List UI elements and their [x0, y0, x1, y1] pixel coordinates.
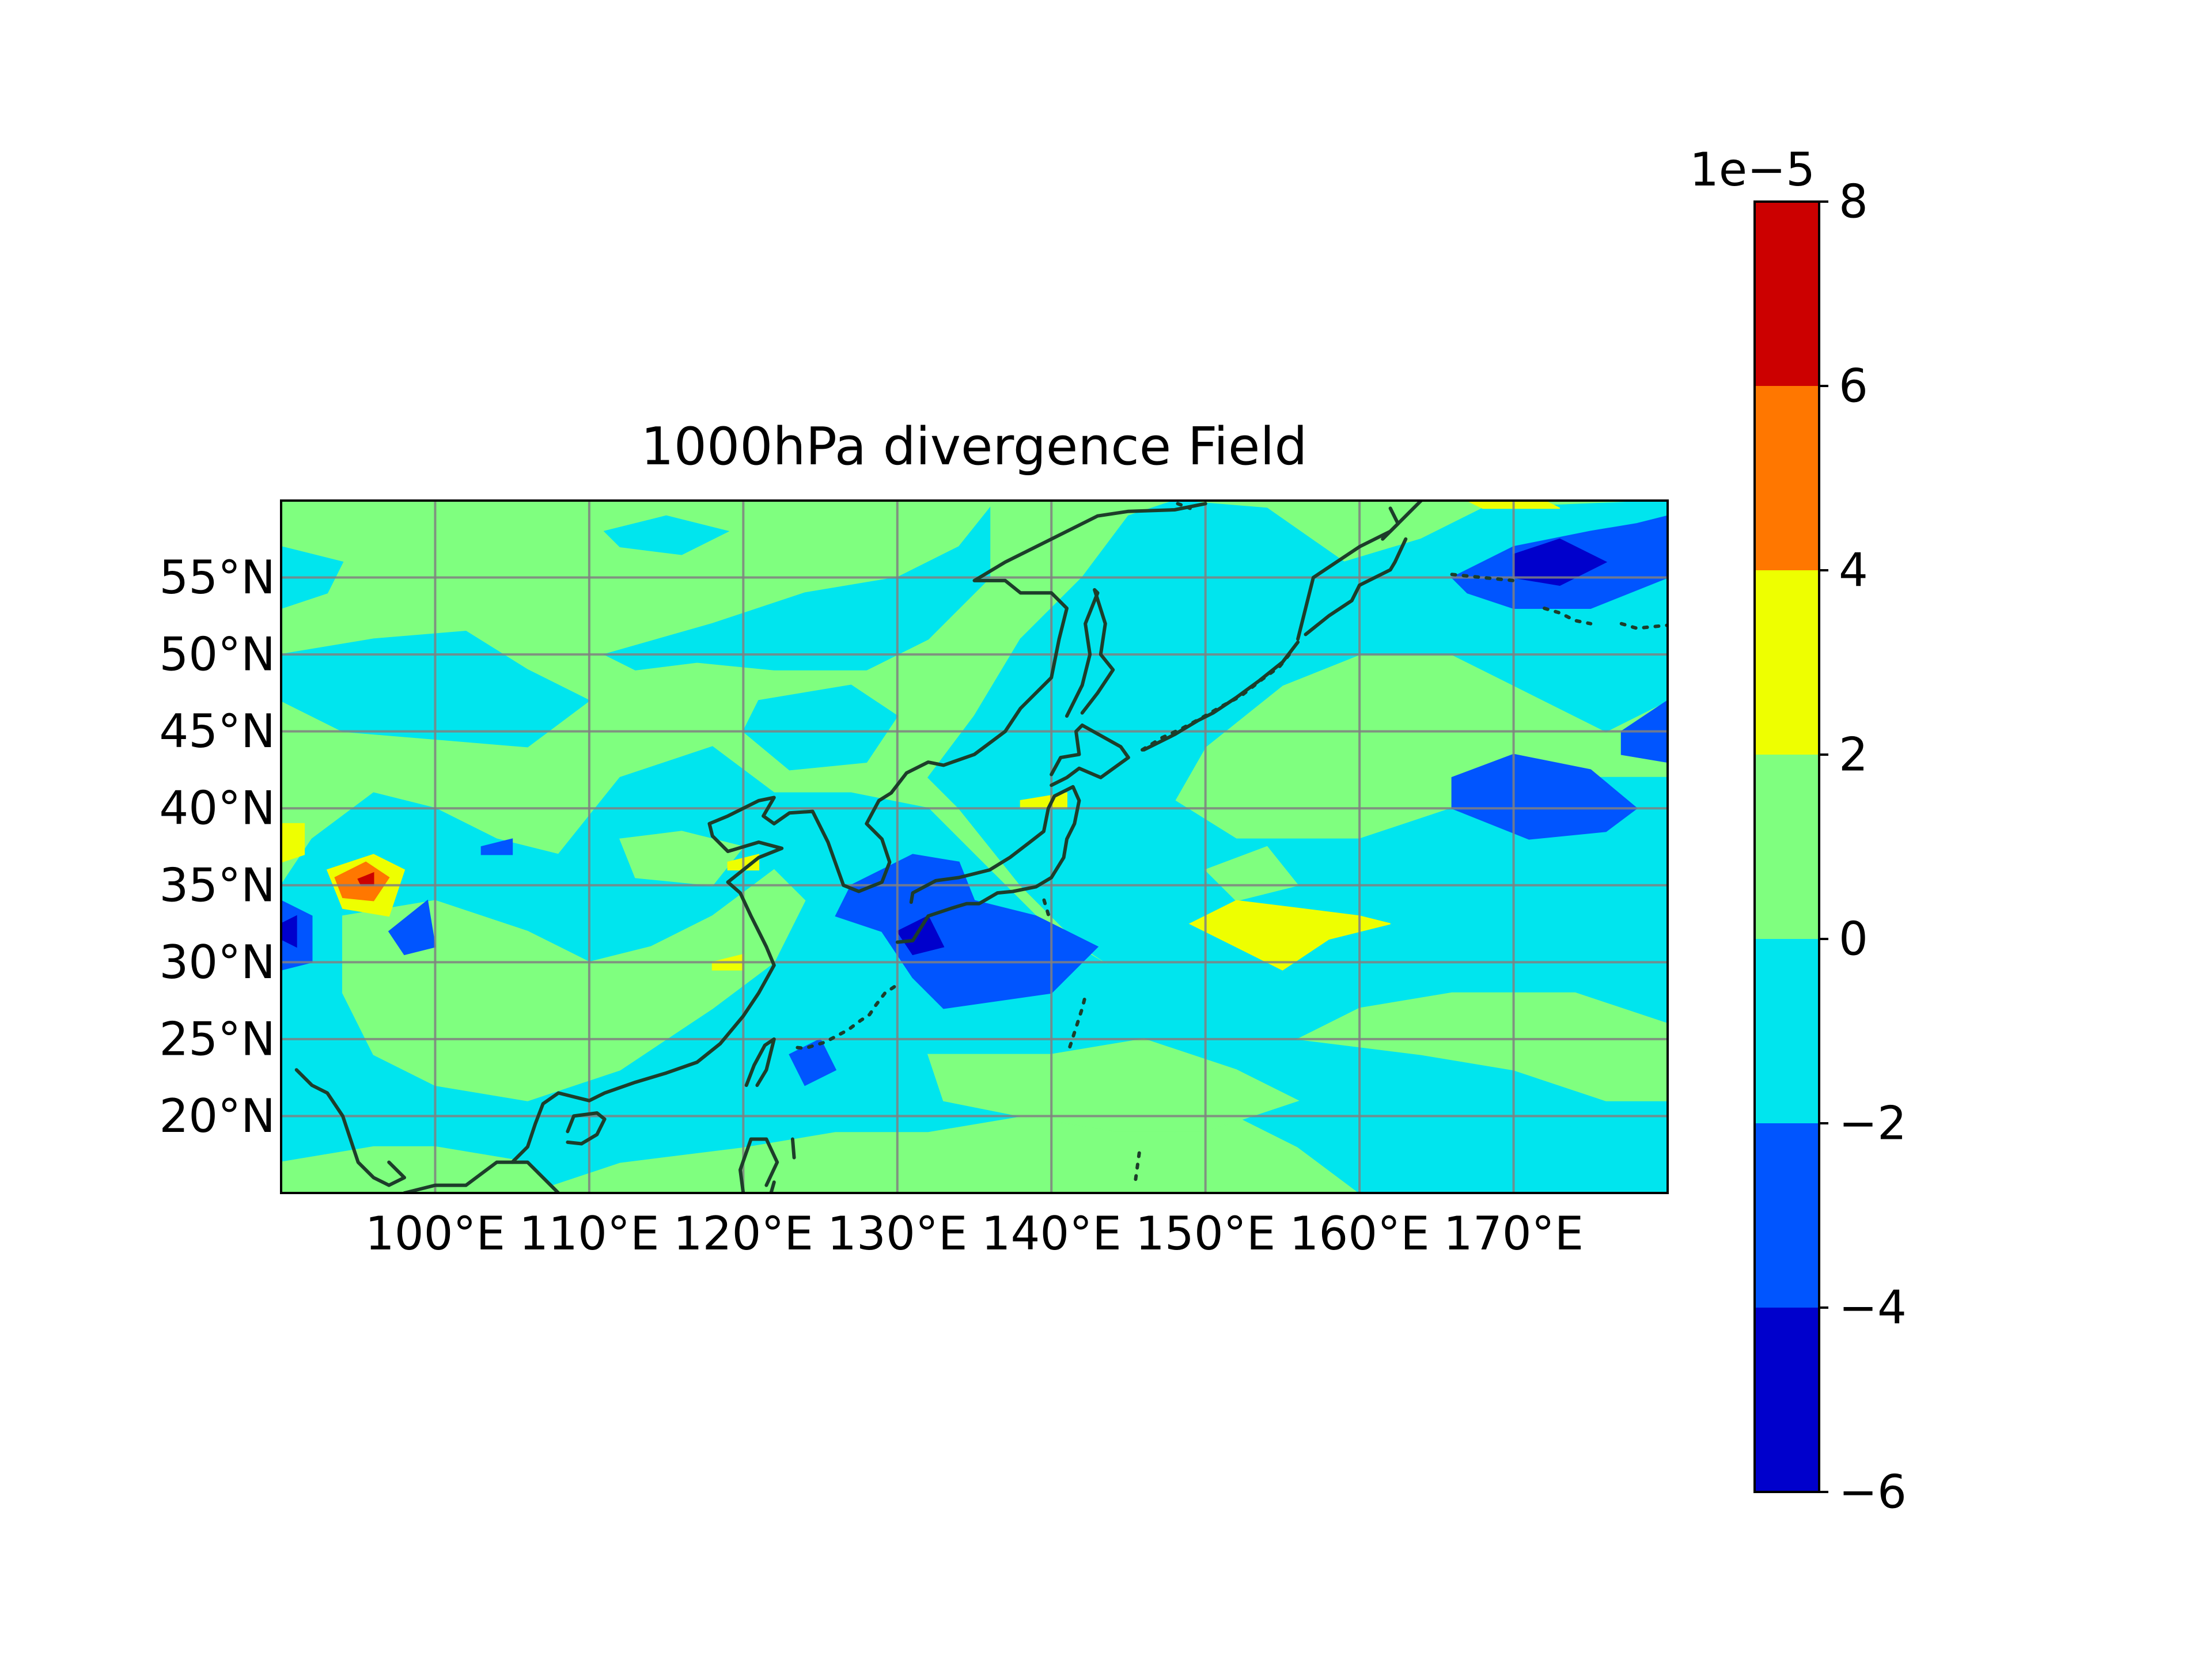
map-frame	[280, 499, 1669, 1194]
coastline-5	[1050, 724, 1130, 787]
y-tick-label-3: 35°N	[159, 858, 275, 912]
island-chain-1	[1141, 649, 1294, 752]
x-tick-label-2: 120°E	[673, 1207, 813, 1260]
contour-region-13	[835, 854, 1099, 1009]
colorbar-tick-label-6: −4	[1839, 1281, 1907, 1335]
y-axis-ticks: 20°N 25°N 30°N 35°N 40°N 45°N 50°N 55°N	[159, 551, 275, 1143]
island-chain-9	[1176, 502, 1192, 510]
colorbar: 8 6 4 2 0 −2 −4 −6 1e−5	[1690, 143, 1907, 1519]
y-tick-label-2: 30°N	[159, 935, 275, 989]
colorbar-tick-label-1: 6	[1839, 359, 1868, 413]
contour-region-15	[1451, 753, 1638, 840]
coastline-10	[744, 1037, 776, 1087]
coastline-11	[566, 1111, 607, 1146]
colorbar-tick-label-0: 8	[1839, 175, 1868, 229]
contour-region-7	[342, 869, 806, 1101]
contour-region-3	[603, 515, 730, 555]
coastline-3	[1065, 588, 1115, 718]
y-tick-label-6: 50°N	[159, 628, 275, 681]
coastline-2	[510, 502, 1207, 1164]
colorbar-tick-label-2: 4	[1839, 544, 1868, 597]
colorbar-band-0	[1755, 1308, 1819, 1492]
colorbar-band-5	[1755, 386, 1819, 570]
colorbar-band-6	[1755, 202, 1819, 386]
island-chain-7	[1068, 994, 1088, 1049]
coastline-9	[1381, 506, 1400, 541]
contour-region-23	[281, 915, 297, 948]
island-chain-4	[1619, 622, 1668, 630]
colorbar-offset-text: 1e−5	[1690, 143, 1815, 196]
island-chain-8	[1041, 897, 1050, 916]
y-tick-label-1: 25°N	[159, 1012, 275, 1066]
map-panel	[280, 499, 1669, 1216]
x-tick-label-4: 140°E	[982, 1207, 1122, 1260]
y-tick-label-5: 45°N	[159, 704, 275, 758]
coastline-7	[1296, 501, 1423, 641]
colorbar-band-1	[1755, 1123, 1819, 1308]
colorbar-band-3	[1755, 755, 1819, 939]
colorbar-tick-label-5: −2	[1839, 1097, 1907, 1150]
contour-region-25	[281, 823, 305, 863]
colorbar-tick-label-3: 2	[1839, 728, 1868, 782]
x-tick-label-3: 130°E	[827, 1207, 967, 1260]
coastline-1	[403, 1160, 560, 1193]
coastline-12	[738, 1137, 779, 1193]
coastline-13	[790, 1137, 796, 1160]
coastline-4	[895, 785, 1081, 944]
colorbar-tick-label-4: 0	[1839, 912, 1868, 966]
island-chain-3	[1543, 607, 1593, 626]
y-tick-label-4: 40°N	[159, 782, 275, 835]
colorbar-band-4	[1755, 570, 1819, 755]
contour-region-19	[789, 1038, 837, 1086]
contour-region-20	[480, 838, 513, 855]
colorbar-tick-label-7: −6	[1839, 1465, 1907, 1519]
x-tick-label-5: 150°E	[1135, 1207, 1275, 1260]
coastline-8	[1304, 537, 1408, 637]
coastline-0	[294, 1068, 406, 1187]
coastline-layer	[294, 501, 1668, 1216]
colorbar-ticks: 8 6 4 2 0 −2 −4 −6	[1819, 175, 1907, 1519]
contour-region-26	[1188, 900, 1391, 971]
y-tick-label-7: 55°N	[159, 551, 275, 604]
x-tick-label-0: 100°E	[365, 1207, 505, 1260]
coastline-14	[769, 1180, 776, 1193]
colorbar-bands	[1755, 202, 1819, 1492]
x-tick-label-6: 160°E	[1289, 1207, 1429, 1260]
x-tick-label-7: 170°E	[1444, 1207, 1584, 1260]
map-title: 1000hPa divergence Field	[641, 416, 1308, 477]
x-tick-label-1: 110°E	[519, 1207, 659, 1260]
colorbar-frame	[1753, 200, 1820, 1493]
island-chain-2	[1450, 573, 1516, 582]
gridlines	[281, 501, 1668, 1193]
contour-region-10	[1296, 992, 1668, 1101]
y-tick-label-0: 20°N	[159, 1089, 275, 1143]
contour-region-22	[896, 915, 945, 956]
contour-regions	[281, 501, 1668, 1193]
x-axis-ticks: 100°E 110°E 120°E 130°E 140°E 150°E 160°E 170°E	[365, 1207, 1584, 1260]
island-chain-6	[1126, 1205, 1127, 1216]
colorbar-band-2	[1755, 939, 1819, 1123]
island-chain-0	[787, 985, 896, 1050]
